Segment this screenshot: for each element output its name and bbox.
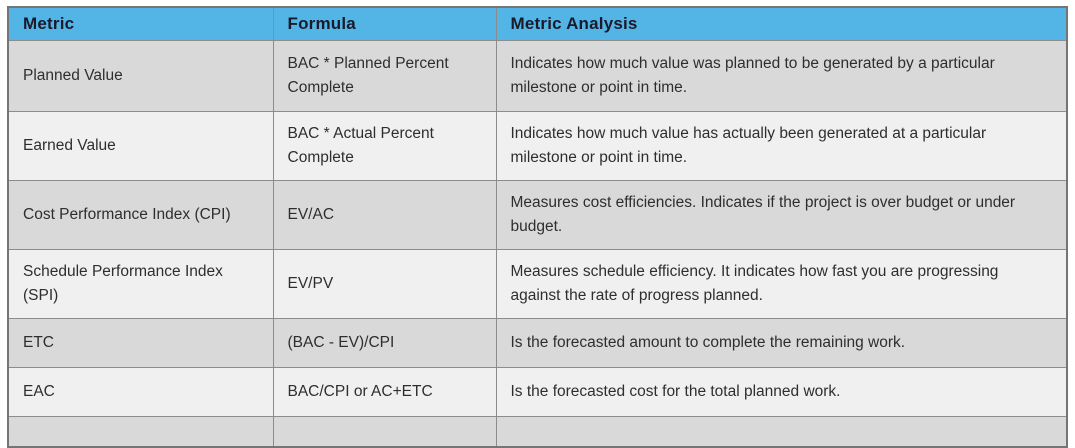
table-header: Metric Formula Metric Analysis: [7, 6, 1068, 41]
table-row-eac: EAC BAC/CPI or AC+ETC Is the forecasted …: [7, 367, 1068, 417]
column-header-metric: Metric: [7, 6, 274, 41]
analysis-cell: Is the forecasted amount to complete the…: [495, 318, 1068, 368]
header-row: Metric Formula Metric Analysis: [7, 6, 1068, 41]
table-row-partial-clipped: [7, 416, 1068, 447]
metric-cell: EAC: [7, 367, 274, 417]
table-row-spi: Schedule Performance Index (SPI) EV/PV M…: [7, 249, 1068, 319]
table-row-planned-value: Planned Value BAC * Planned Percent Comp…: [7, 40, 1068, 112]
analysis-cell: Measures cost efficiencies. Indicates if…: [495, 180, 1068, 250]
table-row-etc: ETC (BAC - EV)/CPI Is the forecasted amo…: [7, 318, 1068, 368]
metric-cell: Schedule Performance Index (SPI): [7, 249, 274, 319]
analysis-cell: Indicates how much value was planned to …: [495, 40, 1068, 112]
formula-cell: (BAC - EV)/CPI: [272, 318, 497, 368]
metric-cell: ETC: [7, 318, 274, 368]
formula-cell: BAC * Actual Percent Complete: [272, 111, 497, 181]
formula-cell: EV/PV: [272, 249, 497, 319]
metric-cell: Planned Value: [7, 40, 274, 112]
table-body: Planned Value BAC * Planned Percent Comp…: [7, 40, 1068, 447]
metric-cell: Cost Performance Index (CPI): [7, 180, 274, 250]
table-row-earned-value: Earned Value BAC * Actual Percent Comple…: [7, 111, 1068, 181]
column-header-formula: Formula: [272, 6, 497, 41]
metric-cell-empty: [7, 416, 274, 447]
analysis-cell: Indicates how much value has actually be…: [495, 111, 1068, 181]
analysis-cell: Measures schedule efficiency. It indicat…: [495, 249, 1068, 319]
evm-metrics-table: Metric Formula Metric Analysis Planned V…: [7, 6, 1068, 448]
analysis-cell-empty: [495, 416, 1068, 447]
metrics-table-container: Metric Formula Metric Analysis Planned V…: [7, 6, 1068, 448]
formula-cell: BAC/CPI or AC+ETC: [272, 367, 497, 417]
formula-cell: BAC * Planned Percent Complete: [272, 40, 497, 112]
table-row-cpi: Cost Performance Index (CPI) EV/AC Measu…: [7, 180, 1068, 250]
analysis-cell: Is the forecasted cost for the total pla…: [495, 367, 1068, 417]
column-header-metric-analysis: Metric Analysis: [495, 6, 1068, 41]
metric-cell: Earned Value: [7, 111, 274, 181]
formula-cell: EV/AC: [272, 180, 497, 250]
formula-cell-empty: [272, 416, 497, 447]
